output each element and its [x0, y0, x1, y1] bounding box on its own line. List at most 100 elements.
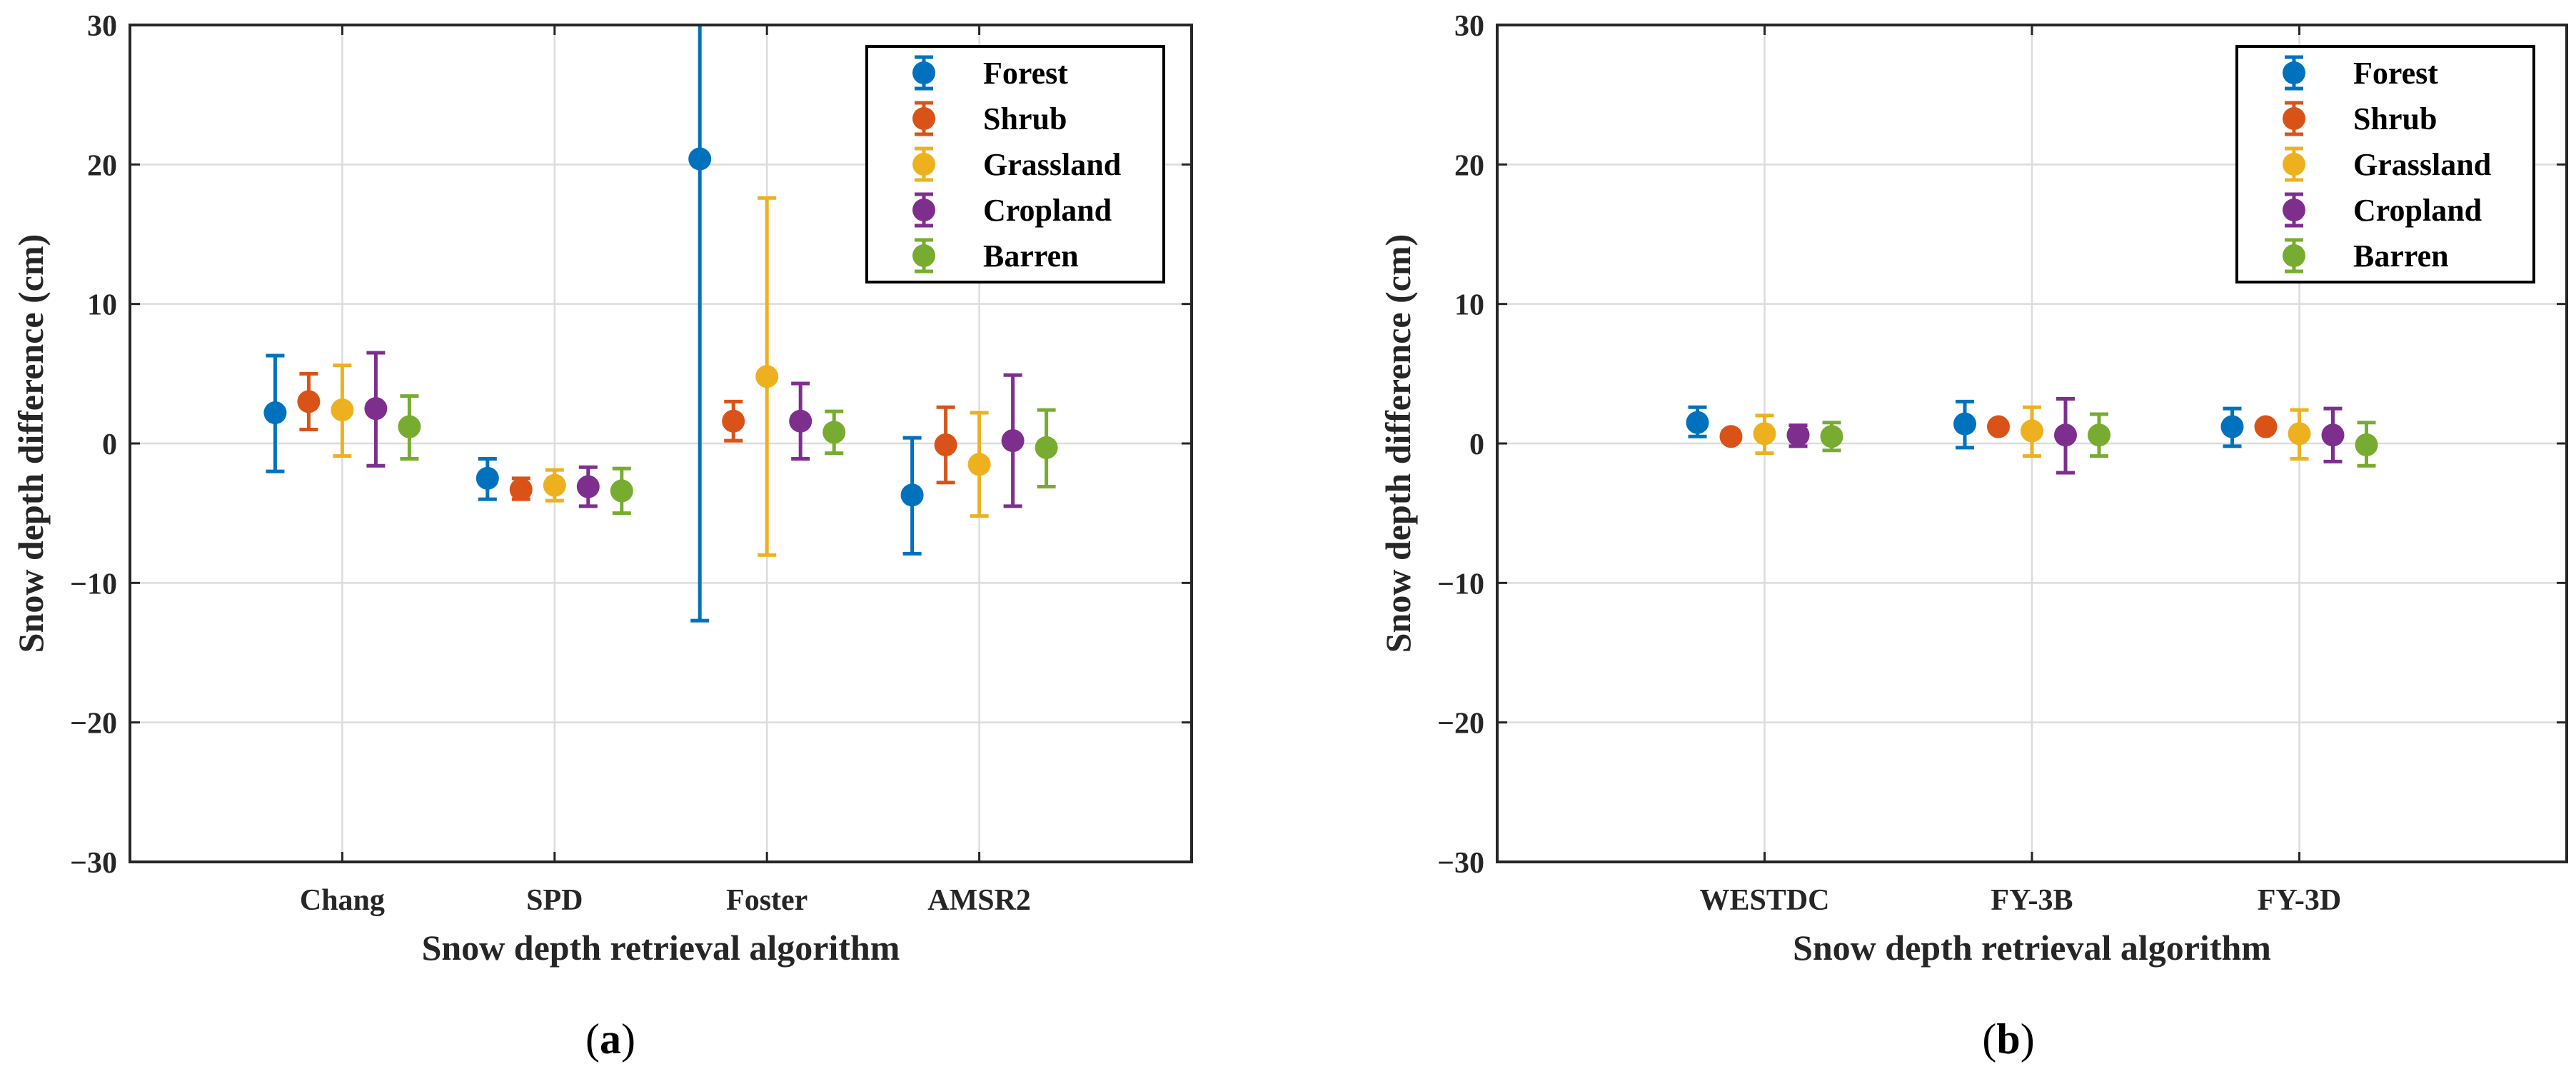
legend-marker: [2283, 107, 2305, 130]
series-shrub: [1719, 415, 2278, 448]
error-bar: [690, 25, 710, 623]
chart-panel-a: −30 −20 −10 0 10 20 30 Chang SPD Foster AMSR2 Fores…: [11, 10, 1193, 1063]
data-point-marker: [2054, 423, 2077, 447]
legend-item-forest: Forest: [2283, 55, 2438, 91]
y-tick-label: 30: [87, 10, 117, 43]
legend-label: Cropland: [2353, 193, 2482, 228]
chart-panel-b: −30 −20 −10 0 10 20 30 WESTDC FY-3B FY-3D Forest Sh…: [1378, 10, 2568, 1063]
panel-label-open-paren: (: [585, 1015, 600, 1063]
data-point-marker: [1001, 429, 1025, 453]
axes-frame: [1496, 24, 2568, 863]
data-point-marker: [688, 147, 712, 171]
legend-item-shrub: Shrub: [912, 101, 1067, 136]
legend-item-cropland: Cropland: [912, 192, 1112, 228]
y-tick-label: −30: [1437, 847, 1484, 880]
data-point-marker: [2355, 433, 2378, 456]
series-cropland: [364, 351, 1025, 508]
data-point-marker: [789, 409, 812, 433]
legend-marker: [912, 199, 935, 221]
y-tick-label: 10: [87, 289, 117, 322]
legend-marker: [912, 107, 935, 130]
x-tick-label: FY-3B: [1991, 884, 2073, 917]
x-tick-label: Chang: [300, 884, 385, 917]
legend-label: Forest: [983, 56, 1068, 91]
panel-label-close-paren: ): [2021, 1015, 2035, 1063]
legend-marker: [2283, 244, 2305, 267]
series-grassland: [331, 196, 991, 557]
legend-label: Grassland: [2353, 147, 2491, 182]
data-point-marker: [576, 475, 600, 498]
series-barren: [398, 394, 1058, 516]
legend-item-barren: Barren: [2283, 238, 2449, 273]
data-point-marker: [476, 466, 499, 490]
y-tick-label: 0: [102, 428, 117, 461]
data-point-marker: [722, 409, 745, 433]
panel-label-letter: a: [600, 1015, 621, 1063]
x-tick-label: SPD: [526, 884, 583, 917]
data-point-marker: [331, 398, 354, 422]
x-axis-title: Snow depth retrieval algorithm: [1793, 928, 2271, 968]
data-point-marker: [934, 433, 957, 456]
x-tick-label: FY-3D: [2258, 884, 2341, 917]
y-tick-label: −20: [1437, 708, 1484, 741]
data-point-marker: [2288, 422, 2311, 446]
data-point-marker: [900, 483, 924, 507]
data-point-marker: [1987, 415, 2010, 438]
legend-label: Grassland: [983, 147, 1121, 182]
legend-label: Barren: [2353, 239, 2449, 273]
data-point-marker: [1753, 422, 1776, 446]
legend-label: Cropland: [983, 193, 1112, 228]
data-point-marker: [1953, 412, 1976, 436]
data-point-marker: [1035, 436, 1058, 459]
legend-item-grassland: Grassland: [2283, 146, 2491, 182]
legend-marker: [2283, 153, 2305, 176]
legend-label: Barren: [983, 239, 1079, 273]
legend: Forest Shrub Grassland Cropland Barren: [865, 45, 1165, 283]
data-point-marker: [967, 453, 991, 476]
data-point-marker: [2088, 423, 2110, 447]
panel-label-open-paren: (: [1982, 1015, 1996, 1063]
data-point-marker: [2220, 415, 2244, 438]
panel-label: (a): [585, 1015, 635, 1063]
data-point-marker: [509, 478, 533, 501]
legend-marker: [2283, 61, 2305, 84]
legend-marker: [912, 244, 935, 267]
axes-frame: [129, 24, 1193, 863]
y-tick-label: 20: [87, 149, 117, 182]
y-tick-label: −20: [70, 708, 117, 741]
legend-item-cropland: Cropland: [2283, 192, 2482, 228]
y-tick-label: 0: [1469, 428, 1484, 461]
data-point-marker: [1820, 425, 1843, 448]
panel-label-close-paren: ): [621, 1015, 635, 1063]
legend-label: Shrub: [983, 101, 1067, 136]
series-grassland: [1753, 405, 2311, 461]
data-point-marker: [2321, 423, 2345, 447]
series-forest: [1686, 399, 2244, 450]
y-tick-label: −10: [1437, 568, 1484, 601]
data-point-marker: [1686, 411, 1709, 434]
data-point-marker: [398, 415, 421, 438]
panel-label-letter: b: [1996, 1015, 2020, 1063]
y-tick-label: 10: [1454, 289, 1484, 322]
x-tick-label: Foster: [726, 884, 807, 917]
legend-label: Forest: [2353, 56, 2438, 91]
series-forest: [263, 25, 924, 623]
x-tick-label: AMSR2: [927, 884, 1031, 917]
y-tick-label: 20: [1454, 149, 1484, 182]
legend-item-forest: Forest: [912, 55, 1068, 91]
legend-item-barren: Barren: [912, 238, 1079, 273]
data-point-marker: [364, 397, 388, 421]
y-tick-label: −30: [70, 847, 117, 880]
data-point-marker: [1786, 423, 1810, 447]
legend-marker: [912, 61, 935, 84]
y-axis-title: Snow depth difference (cm): [1378, 234, 1418, 653]
legend-marker: [912, 153, 935, 176]
data-point-marker: [2254, 415, 2278, 438]
legend-item-grassland: Grassland: [912, 146, 1121, 182]
y-tick-label: 30: [1454, 10, 1484, 43]
series-shrub: [297, 371, 957, 501]
data-point-marker: [2021, 419, 2043, 443]
series-cropland: [1786, 396, 2345, 475]
x-axis-title: Snow depth retrieval algorithm: [422, 928, 900, 968]
